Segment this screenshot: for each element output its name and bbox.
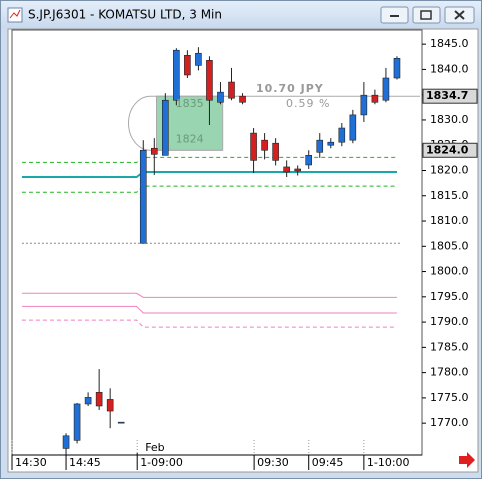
x-tick-label: 1-10:00 [367, 456, 410, 469]
candle-body [305, 155, 313, 166]
candle-body [184, 54, 191, 76]
candle-body [117, 421, 125, 424]
plot: 1845.01840.01835.01830.01825.01820.01815… [11, 37, 478, 470]
candle-body [139, 149, 147, 244]
date-marker-label: Feb [145, 441, 164, 454]
candle-body [316, 139, 324, 153]
maximize-icon [420, 10, 432, 20]
candle-body [360, 94, 368, 116]
candle-body [162, 99, 169, 156]
indicator-line [21, 171, 397, 179]
candle-body [261, 139, 268, 151]
candle-body [62, 435, 70, 449]
y-tick-label: 1780.0 [430, 366, 469, 379]
y-tick-label: 1810.0 [430, 214, 469, 227]
indicator-line [21, 305, 397, 314]
candle-body [228, 81, 235, 99]
app-icon-graph [9, 9, 21, 19]
price-tag-label: 1824.0 [426, 143, 469, 156]
candle-body [393, 57, 401, 79]
price-tag [422, 142, 478, 158]
y-tick-label: 1845.0 [430, 37, 469, 50]
y-tick-label: 1770.0 [430, 416, 469, 429]
candle-body [349, 114, 357, 141]
y-tick-label: 1830.0 [430, 113, 469, 126]
minimize-icon [390, 15, 399, 17]
candle-body [250, 132, 257, 161]
y-tick-label: 1815.0 [430, 189, 469, 202]
candle-body [173, 49, 180, 101]
y-tick-label: 1790.0 [430, 315, 469, 328]
candle-body [217, 91, 224, 103]
y-tick-label: 1775.0 [430, 391, 469, 404]
x-tick-label: 1-09:00 [140, 456, 183, 469]
price-tag [422, 88, 478, 104]
measure-change: 10.70 JPY [256, 82, 324, 95]
candle-body [150, 147, 158, 155]
plot-area [11, 29, 423, 456]
window-buttons [380, 6, 475, 24]
candle-body [73, 403, 81, 441]
price-tag-label: 1834.7 [426, 89, 468, 102]
y-tick-label: 1785.0 [430, 340, 469, 353]
y-tick-label: 1795.0 [430, 290, 469, 303]
scroll-right-arrow[interactable] [459, 452, 475, 468]
candle-body [272, 142, 279, 161]
indicator-line [21, 185, 397, 193]
candle-body [371, 94, 379, 103]
window-title: S.JP.J6301 - KOMATSU LTD, 3 Min [28, 8, 222, 22]
measure-percent: 0.59 % [286, 97, 330, 110]
indicator-line [21, 292, 397, 298]
x-tick-label: 09:45 [312, 456, 344, 469]
candle-body [294, 168, 301, 172]
candle-body [327, 141, 335, 146]
candle-body [84, 397, 92, 405]
candle-body [206, 60, 213, 101]
close-icon [454, 10, 465, 20]
measure-low-label: 1824 [176, 132, 204, 145]
indicator-line [21, 156, 397, 163]
measure-high-label: 1835 [176, 97, 204, 110]
y-tick-label: 1820.0 [430, 163, 469, 176]
candle-body [195, 52, 202, 66]
x-tick-label: 09:30 [257, 456, 289, 469]
candle-body [283, 166, 290, 173]
y-tick-label: 1805.0 [430, 239, 469, 252]
y-tick-label: 1840.0 [430, 62, 469, 75]
app-icon [7, 7, 23, 23]
candle-body [382, 77, 390, 101]
candle-body [239, 95, 246, 103]
candle-body [338, 127, 346, 143]
candle-body [106, 399, 114, 412]
candle-body [95, 392, 103, 407]
indicator-line [21, 319, 397, 328]
maximize-button[interactable] [412, 6, 441, 24]
x-tick-label: 14:45 [69, 456, 101, 469]
x-tick-label: 14:30 [15, 456, 47, 469]
y-tick-label: 1800.0 [430, 265, 469, 278]
